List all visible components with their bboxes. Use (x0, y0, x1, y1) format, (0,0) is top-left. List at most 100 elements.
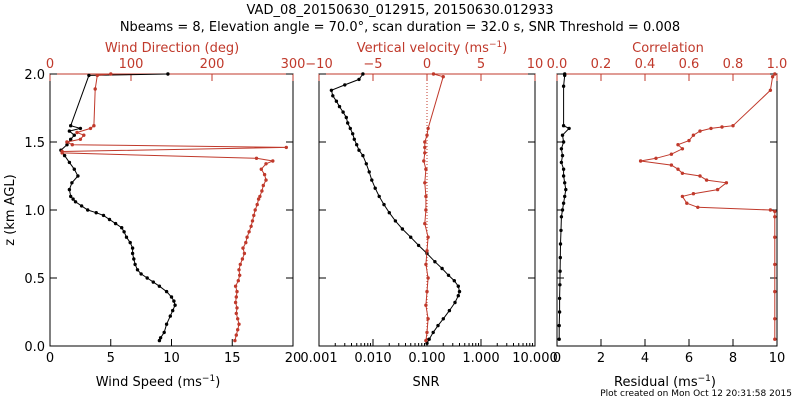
wind-direction-point (244, 240, 248, 245)
residual-point (557, 337, 561, 341)
correlation-point (691, 133, 696, 137)
vertical-velocity-point (426, 317, 430, 321)
correlation-point (680, 194, 685, 199)
wind-speed-point (157, 338, 162, 343)
snr-point (364, 162, 368, 166)
plot-created-note: Plot created on Mon Oct 12 20:31:58 2015 (600, 389, 792, 399)
vertical-velocity-point (423, 181, 427, 185)
wind-speed-point (130, 251, 135, 256)
snr-point (355, 143, 359, 147)
wind-direction-point (236, 279, 240, 283)
wind-speed-point (124, 235, 129, 239)
snr-point (361, 153, 365, 158)
snr-point (361, 72, 365, 76)
vertical-velocity-point (441, 75, 445, 79)
wind-speed-point (69, 194, 73, 199)
snr-point (393, 219, 398, 223)
snr-point (341, 110, 345, 114)
snr-point (334, 99, 339, 103)
wind-speed-point (120, 226, 124, 230)
snr-bottom-tick-label: 0.100 (408, 351, 445, 366)
wind-direction-point (259, 167, 263, 171)
vertical-velocity-point (425, 330, 429, 335)
wind-speed-point (171, 308, 175, 313)
wind-direction-point (264, 178, 268, 182)
correlation-point (773, 289, 777, 294)
vertical-velocity-point (422, 159, 426, 163)
snr-point (456, 284, 460, 288)
snr-bottom-tick-label: 0.010 (354, 351, 391, 366)
correlation-point (669, 152, 674, 156)
wind-direction-axis-label: Wind Direction (deg) (105, 41, 239, 56)
vertical-velocity-axis-label: Vertical velocity (ms−1) (357, 40, 508, 56)
snr-point (357, 77, 361, 82)
vertical-velocity-point (426, 126, 430, 131)
wind-speed-point (69, 137, 73, 141)
vertical-velocity-point (424, 262, 428, 267)
residual-point (561, 174, 566, 178)
corr-bottom-tick-label: 8 (729, 351, 737, 366)
residual-point (560, 153, 565, 158)
residual-point (560, 133, 565, 137)
snr-point (337, 104, 342, 109)
snr-point (348, 126, 352, 131)
corr-bottom-tick-label: 6 (685, 351, 693, 366)
residual-point (557, 310, 562, 314)
residual-point (559, 215, 564, 219)
wind-speed-axis-label: Wind Speed (ms−1) (96, 374, 221, 390)
wind-speed-point (139, 272, 143, 276)
wind-direction-point (237, 268, 241, 272)
wind-direction-point (88, 126, 93, 131)
wind-top-tick-label: 100 (119, 57, 144, 72)
correlation-point (654, 156, 658, 160)
snr-point (343, 83, 347, 87)
wind-direction-point (236, 317, 240, 321)
snr-point (457, 289, 462, 294)
wind-speed-point (69, 124, 73, 128)
snr-panel: 0.001 0.010 0.100 1.000 10.000 −10 −5 0 5 10 (300, 57, 557, 366)
wind-direction-point (250, 219, 255, 223)
wind-direction-point (237, 322, 241, 326)
correlation-point (685, 201, 689, 205)
wind-direction-point (65, 140, 69, 144)
wind-direction-point (247, 230, 251, 234)
corr-bottom-tick-label: 4 (641, 351, 649, 366)
vertical-velocity-point (424, 303, 428, 307)
snr-point (331, 94, 335, 98)
wind-speed-point (113, 221, 118, 226)
residual-point (567, 126, 571, 131)
y-tick-label: 0.5 (24, 272, 45, 287)
correlation-point (773, 235, 777, 239)
residual-point (561, 84, 566, 88)
wind-speed-point (62, 153, 67, 158)
snr-bottom-tick-label: 10.000 (512, 351, 558, 366)
vertical-velocity-point (423, 140, 427, 144)
residual-axis-label: Residual (ms−1) (614, 374, 716, 390)
y-tick-label: 1.0 (24, 204, 45, 219)
corr-top-tick-label: 0.4 (635, 57, 656, 72)
correlation-point (687, 138, 691, 143)
correlation-point (768, 88, 773, 93)
wind-direction-point (256, 197, 261, 201)
wind-direction-point (233, 300, 238, 305)
wind-speed-point (76, 174, 80, 178)
wind-speed-point (67, 160, 72, 165)
vertical-velocity-point (426, 235, 430, 239)
residual-point (558, 255, 562, 260)
correlation-point (709, 126, 713, 131)
snr-point (387, 211, 391, 215)
snr-point (447, 308, 452, 313)
wind-speed-point (133, 262, 137, 267)
wind-direction-point (253, 208, 257, 212)
wind-speed-point (132, 257, 136, 261)
residual-point (561, 201, 566, 205)
snr-top-tick-label: 0 (423, 57, 431, 72)
wind-speed-point (86, 208, 90, 212)
wind-speed-point (72, 133, 77, 137)
wind-speed-point (164, 289, 169, 294)
residual-point (559, 228, 563, 233)
residual-point (557, 323, 561, 328)
wind-bottom-tick-label: 15 (224, 351, 241, 366)
wind-speed-point (173, 303, 177, 307)
